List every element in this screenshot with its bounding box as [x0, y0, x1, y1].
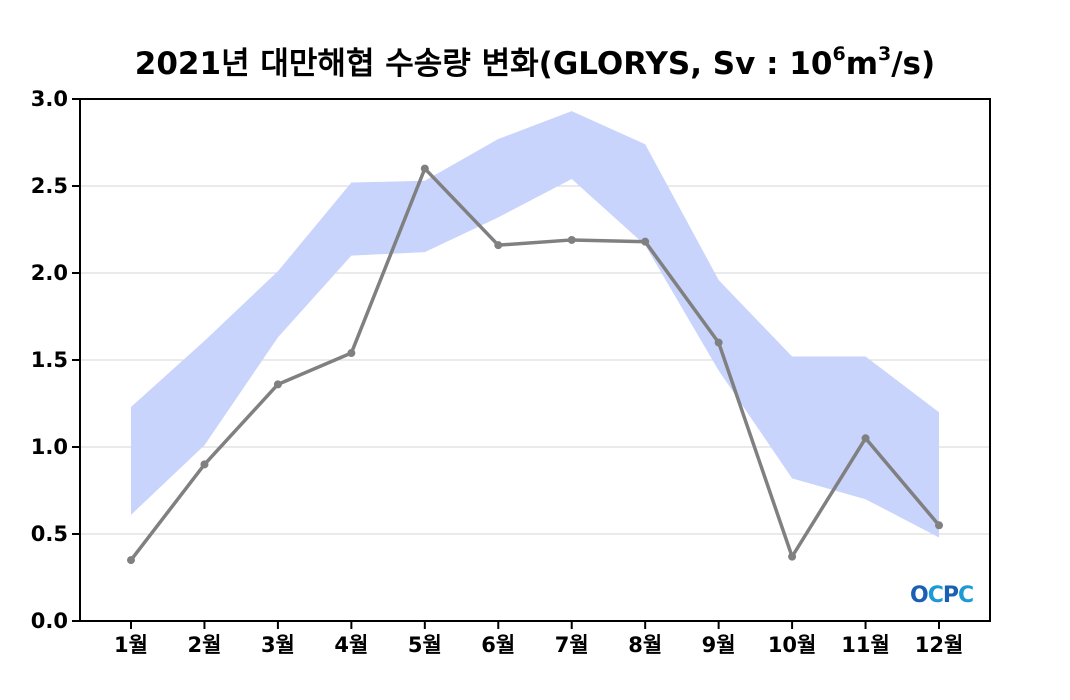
x-tick-label: 6월: [481, 633, 515, 657]
series-point: [273, 380, 282, 389]
logo-text: OCPC: [910, 583, 974, 608]
x-tick-label: 4월: [334, 633, 368, 657]
title-sup-3: 3: [878, 42, 892, 65]
logo-letter: C: [957, 583, 974, 608]
title-end: /s): [891, 46, 936, 82]
x-tick-label: 12월: [915, 633, 964, 657]
range-band: [131, 111, 939, 538]
series-point: [420, 164, 429, 173]
ocpc-logo: OCPC: [910, 583, 974, 608]
x-tick-label: 5월: [408, 633, 442, 657]
series-point: [127, 556, 135, 565]
chart-title: 2021년 대만해협 수송량 변화(GLORYS, Sv : 106m3/s): [0, 38, 1070, 83]
logo-letter: C: [927, 583, 944, 608]
x-tick-label: 11월: [841, 633, 890, 657]
series-point: [567, 235, 576, 244]
y-tick-label: 1.0: [31, 435, 68, 459]
y-tick-label: 2.0: [31, 261, 68, 285]
series-point: [861, 434, 870, 443]
x-tick-label: 9월: [702, 633, 736, 657]
title-main: 2021년 대만해협 수송량 변화(GLORYS, Sv : 10: [134, 46, 833, 82]
grid-lines: [80, 185, 990, 535]
logo-letter: O: [910, 583, 929, 608]
y-tick-label: 2.5: [31, 174, 68, 198]
x-tick-label: 2월: [187, 633, 221, 657]
series-point: [347, 349, 356, 358]
y-tick-label: 3.0: [31, 87, 68, 111]
y-tick-label: 0.0: [31, 609, 68, 633]
x-tick-label: 8월: [628, 633, 662, 657]
series-point: [935, 521, 943, 530]
x-tick-label: 3월: [261, 633, 295, 657]
range-band-area: [131, 111, 939, 538]
y-axis: 0.0 0.5 1.0 1.5 2.0 2.5 3.0: [31, 87, 80, 633]
series-layer: [127, 164, 943, 565]
x-tick-label: 1월: [114, 633, 148, 657]
title-mid: m: [845, 46, 878, 82]
series-point: [714, 338, 723, 347]
y-tick-label: 1.5: [31, 348, 68, 372]
series-point: [788, 552, 797, 561]
series-point: [641, 237, 650, 246]
series-point: [200, 460, 209, 469]
series-point: [494, 241, 503, 250]
series-line: [129, 166, 941, 562]
title-sup-6: 6: [832, 42, 846, 65]
logo-letter: P: [942, 583, 959, 608]
x-tick-label: 10월: [768, 633, 817, 657]
y-tick-label: 0.5: [31, 522, 68, 546]
x-axis: 1월 2월 3월 4월 5월 6월 7월 8월 9월 10월 11월 12월: [114, 621, 963, 657]
x-tick-label: 7월: [555, 633, 589, 657]
